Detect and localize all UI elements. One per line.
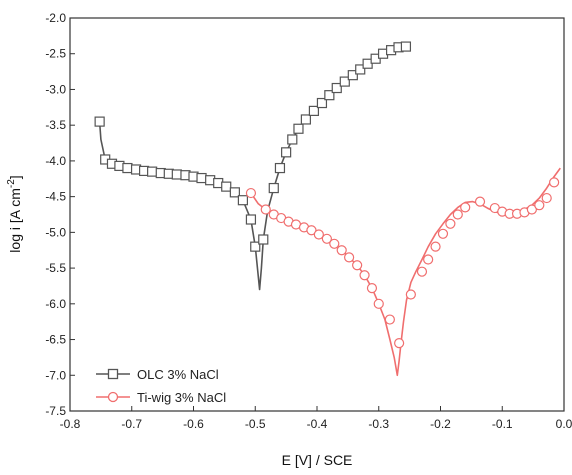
data-point-olc	[274, 162, 286, 174]
legend-marker-tiwig	[107, 391, 119, 403]
data-point-olc	[245, 214, 257, 225]
tick-layer	[69, 17, 565, 412]
x-tick-label: -0.8	[60, 417, 81, 431]
data-point-tiwig	[321, 233, 332, 244]
y-tick-label: -5.5	[45, 261, 66, 275]
data-point-olc	[355, 64, 366, 75]
data-point-tiwig	[430, 241, 441, 252]
data-point-olc	[293, 123, 304, 134]
legend-label-tiwig: Ti-wig 3% NaCl	[137, 390, 226, 405]
y-tick-label: -6.0	[45, 297, 66, 311]
data-point-olc	[221, 181, 232, 192]
data-point-olc	[268, 182, 279, 194]
data-point-olc	[347, 70, 358, 81]
x-axis-title: E [V] / SCE	[282, 452, 353, 468]
legend-marker-olc	[107, 368, 119, 380]
data-point-olc	[287, 134, 298, 145]
data-point-tiwig	[416, 266, 428, 277]
series-layer	[94, 41, 561, 377]
data-point-tiwig	[245, 187, 257, 199]
data-point-tiwig	[405, 289, 416, 300]
data-point-tiwig	[437, 228, 449, 239]
y-tick-label: -5.0	[45, 225, 66, 239]
data-point-tiwig	[526, 204, 537, 215]
y-tick-label: -2.5	[45, 47, 66, 61]
x-tick-label: -0.5	[245, 417, 266, 431]
data-point-tiwig	[541, 192, 552, 204]
data-point-tiwig	[460, 202, 471, 213]
y-axis-title: log i [A cm-2]	[6, 175, 23, 252]
data-point-tiwig	[329, 238, 340, 249]
legend-label-olc: OLC 3% NaCl	[137, 367, 219, 382]
y-tick-label: -6.5	[45, 333, 66, 347]
tick-label-layer: -0.8 -0.7 -0.6 -0.5 -0.4 -0.3 -0.2 -0.1 0.0 -2.0 -…	[45, 11, 572, 431]
x-tick-label: 0.0	[556, 417, 572, 431]
y-axis-title-end: ]	[7, 175, 23, 179]
y-tick-label: -3.0	[45, 82, 66, 96]
data-point-olc	[308, 105, 320, 116]
data-point-tiwig	[352, 260, 363, 271]
data-point-olc	[229, 187, 240, 198]
data-point-tiwig	[474, 196, 486, 207]
y-tick-label: -7.0	[45, 368, 66, 382]
data-point-tiwig	[336, 245, 347, 256]
data-point-tiwig	[359, 270, 370, 281]
data-point-tiwig	[445, 218, 456, 229]
data-point-olc	[122, 162, 133, 174]
data-point-tiwig	[366, 282, 378, 294]
data-point-tiwig	[452, 209, 463, 220]
legend: OLC 3% NaCl Ti-wig 3% NaCl	[96, 367, 226, 405]
data-point-tiwig	[313, 229, 324, 240]
data-point-tiwig	[306, 225, 317, 236]
x-tick-label: -0.1	[492, 417, 513, 431]
x-tick-label: -0.7	[121, 417, 142, 431]
data-point-olc	[331, 82, 342, 94]
data-point-olc	[250, 241, 261, 252]
plot-frame	[69, 17, 565, 412]
data-point-olc	[258, 234, 269, 245]
data-point-olc	[316, 97, 328, 109]
data-point-tiwig	[534, 200, 545, 211]
y-tick-label: -7.5	[45, 404, 66, 418]
data-point-olc	[339, 76, 350, 87]
x-tick-label: -0.4	[307, 417, 328, 431]
data-point-olc	[324, 90, 335, 101]
x-tick-label: -0.6	[183, 417, 204, 431]
data-point-tiwig	[344, 252, 355, 263]
data-point-olc	[196, 172, 207, 184]
data-point-olc	[400, 41, 412, 52]
y-axis-title-sup: -2	[6, 179, 17, 188]
y-tick-label: -2.0	[45, 11, 66, 25]
y-tick-label: -3.5	[45, 118, 66, 132]
data-point-olc	[94, 116, 105, 127]
data-point-olc	[300, 114, 311, 125]
data-point-tiwig	[394, 338, 405, 349]
data-point-olc	[237, 195, 248, 206]
data-point-olc	[147, 166, 158, 177]
y-tick-label: -4.5	[45, 190, 66, 204]
y-tick-label: -4.0	[45, 154, 66, 168]
data-point-olc	[171, 169, 182, 180]
y-axis-title-main: log i [A cm	[7, 188, 23, 253]
x-tick-label: -0.3	[368, 417, 389, 431]
data-point-tiwig	[373, 298, 384, 309]
x-tick-label: -0.2	[430, 417, 451, 431]
data-point-tiwig	[423, 254, 434, 265]
data-point-tiwig	[549, 177, 560, 188]
data-point-olc	[281, 147, 292, 158]
data-point-tiwig	[260, 204, 271, 215]
data-point-tiwig	[384, 314, 395, 325]
